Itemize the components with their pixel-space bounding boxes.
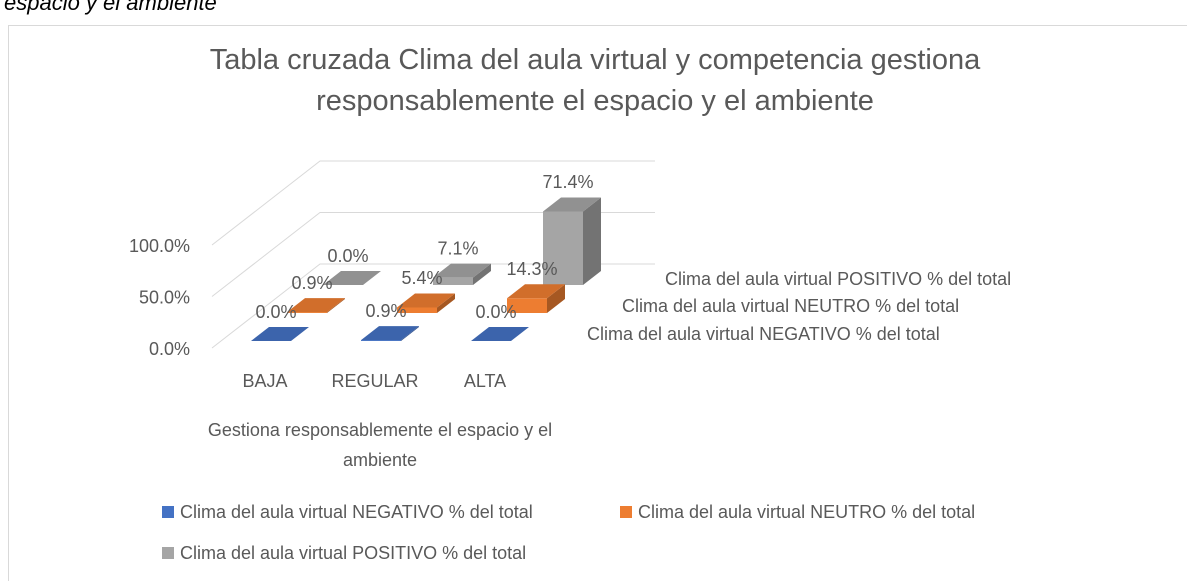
legend-label: Clima del aula virtual NEGATIVO % del to… <box>180 502 533 522</box>
x-tick-label: ALTA <box>464 371 506 391</box>
legend-swatch <box>162 506 174 518</box>
bar-top <box>361 326 419 341</box>
bar-top <box>471 327 529 341</box>
value-label: 0.9% <box>291 273 332 293</box>
y-tick-label: 50.0% <box>139 287 190 307</box>
caption: espacio y el ambiente <box>4 0 217 15</box>
value-label: 0.0% <box>255 302 296 322</box>
bar-top <box>433 263 491 278</box>
bar <box>507 298 547 313</box>
depth-label: Clima del aula virtual NEUTRO % del tota… <box>622 296 959 316</box>
bar-top <box>507 284 565 299</box>
y-tick-label: 0.0% <box>149 339 190 359</box>
value-label: 0.0% <box>327 246 368 266</box>
bar <box>287 312 327 313</box>
grid-line <box>211 160 655 246</box>
bar-side <box>437 293 455 313</box>
y-tick-label: 100.0% <box>129 236 190 256</box>
bar-top <box>323 271 381 285</box>
bar-side <box>547 284 565 313</box>
bar-side <box>473 263 491 285</box>
legend-label: Clima del aula virtual POSITIVO % del to… <box>180 543 526 563</box>
bar-top <box>287 298 345 313</box>
value-label: 5.4% <box>401 268 442 288</box>
chart-frame <box>8 25 1187 581</box>
x-axis-title: Gestiona responsablemente el espacio y e… <box>207 420 553 470</box>
bar-top <box>543 197 601 212</box>
bar <box>543 211 583 285</box>
bar-side <box>401 326 419 341</box>
chart-title: Tabla cruzada Clima del aula virtual y c… <box>209 44 981 117</box>
bar-side <box>583 197 601 285</box>
x-tick-label: BAJA <box>242 371 287 391</box>
depth-label: Clima del aula virtual POSITIVO % del to… <box>665 269 1011 289</box>
bar-side <box>327 298 345 313</box>
legend-swatch <box>620 506 632 518</box>
value-label: 0.0% <box>475 302 516 322</box>
bar <box>433 277 473 285</box>
bar <box>361 340 401 341</box>
bar-top <box>251 327 309 341</box>
legend-swatch <box>162 547 174 559</box>
x-tick-label: REGULAR <box>331 371 418 391</box>
depth-label: Clima del aula virtual NEGATIVO % del to… <box>587 324 940 344</box>
value-label: 71.4% <box>542 172 593 192</box>
bar <box>397 307 437 313</box>
value-label: 7.1% <box>437 238 478 258</box>
bar-top <box>397 293 455 308</box>
value-label: 0.9% <box>365 301 406 321</box>
legend-label: Clima del aula virtual NEUTRO % del tota… <box>638 502 975 522</box>
value-label: 14.3% <box>506 259 557 279</box>
